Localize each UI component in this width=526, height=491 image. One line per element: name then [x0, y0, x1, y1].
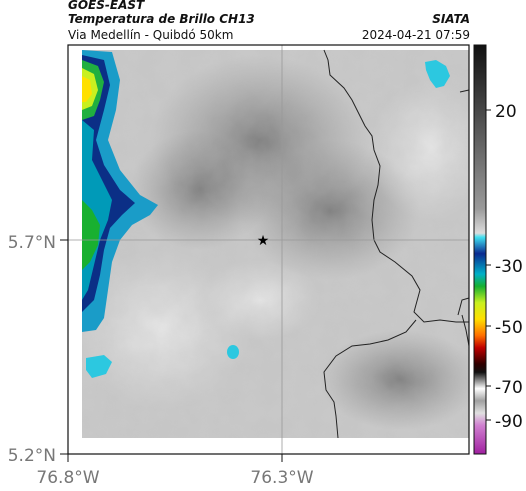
- colorbar-label-minus50: -50: [495, 318, 523, 338]
- colorbar-label-20: 20: [495, 102, 517, 122]
- satellite-name: GOES-EAST: [68, 0, 145, 12]
- colorbar: [473, 44, 487, 455]
- administrative-boundaries: [323, 49, 470, 439]
- colorbar-ticks: [486, 109, 491, 421]
- colorbar-label-minus70: -70: [495, 378, 523, 398]
- lat-label-5.7: 5.7°N: [8, 233, 56, 253]
- lon-label-76.8: 76.8°W: [36, 468, 99, 488]
- star-icon: ★: [257, 233, 270, 249]
- lon-label-76.3: 76.3°W: [250, 468, 313, 488]
- region-label: Via Medellín - Quibdó 50km: [68, 28, 234, 42]
- brightness-temperature-field: [82, 50, 469, 438]
- organization-label: SIATA: [432, 12, 470, 26]
- product-title: Temperatura de Brillo CH13: [68, 12, 255, 26]
- colorbar-label-minus30: -30: [495, 257, 523, 277]
- map-frame: [67, 44, 470, 455]
- timestamp-label: 2024-04-21 07:59: [361, 28, 470, 42]
- lat-label-5.2: 5.2°N: [8, 446, 56, 466]
- colorbar-label-minus90: -90: [495, 412, 523, 432]
